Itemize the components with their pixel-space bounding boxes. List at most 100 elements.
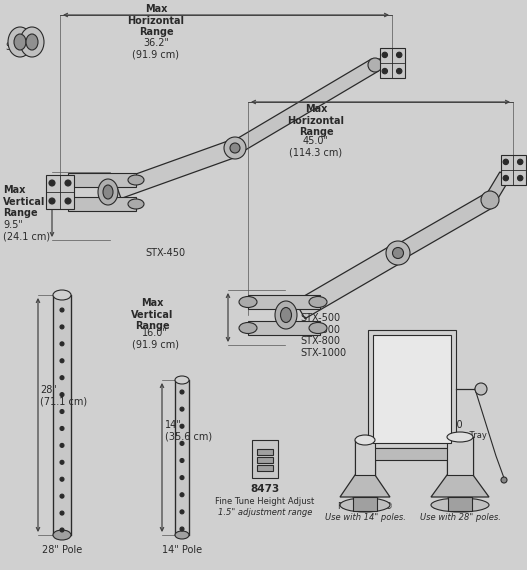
Ellipse shape: [393, 247, 404, 259]
Text: Max
Horizontal
Range: Max Horizontal Range: [128, 4, 184, 37]
Bar: [252, 440, 278, 478]
Polygon shape: [485, 172, 510, 203]
Circle shape: [503, 176, 509, 181]
Ellipse shape: [355, 435, 375, 445]
Circle shape: [180, 492, 184, 496]
Text: 8473: 8473: [250, 484, 280, 494]
Ellipse shape: [53, 530, 71, 540]
Polygon shape: [374, 57, 391, 70]
Ellipse shape: [275, 301, 297, 329]
Circle shape: [180, 390, 184, 394]
Ellipse shape: [309, 323, 327, 333]
Bar: [248, 295, 320, 309]
Ellipse shape: [175, 376, 189, 384]
Polygon shape: [295, 245, 403, 319]
Text: STX-500
STX-600
STX-800
STX-1000: STX-500 STX-600 STX-800 STX-1000: [300, 313, 346, 358]
Ellipse shape: [280, 307, 291, 323]
Text: 8510: 8510: [438, 420, 463, 430]
Text: Laptop Tray: Laptop Tray: [438, 431, 487, 440]
Bar: [46, 175, 74, 209]
Text: FLEXmount®: FLEXmount®: [432, 502, 488, 511]
Circle shape: [501, 477, 507, 483]
Circle shape: [60, 308, 64, 312]
Circle shape: [60, 376, 64, 380]
Circle shape: [475, 383, 487, 395]
Circle shape: [382, 52, 387, 58]
Ellipse shape: [386, 241, 410, 265]
Bar: [53, 295, 71, 535]
Ellipse shape: [239, 296, 257, 307]
Text: Use with 28" poles.: Use with 28" poles.: [419, 513, 501, 522]
Circle shape: [49, 180, 55, 186]
Circle shape: [382, 68, 387, 74]
Bar: [447, 437, 473, 475]
Text: Use with 14" poles.: Use with 14" poles.: [325, 513, 405, 522]
Circle shape: [396, 68, 402, 74]
Ellipse shape: [239, 323, 257, 333]
Text: 36.2"
(91.9 cm): 36.2" (91.9 cm): [132, 38, 180, 60]
Ellipse shape: [128, 175, 144, 185]
Bar: [355, 440, 375, 475]
Bar: [175, 380, 189, 535]
Text: Max
Vertical
Range: Max Vertical Range: [131, 298, 173, 331]
Text: 8512: 8512: [445, 490, 474, 500]
Circle shape: [180, 527, 184, 531]
Ellipse shape: [103, 185, 113, 199]
Text: Max
Vertical
Range: Max Vertical Range: [3, 185, 45, 218]
Polygon shape: [115, 140, 238, 198]
Circle shape: [180, 441, 184, 445]
Circle shape: [60, 528, 64, 532]
Circle shape: [60, 461, 64, 465]
Ellipse shape: [53, 290, 71, 300]
Bar: [68, 173, 136, 187]
Bar: [501, 155, 526, 185]
Circle shape: [49, 198, 55, 204]
Bar: [68, 197, 136, 211]
Ellipse shape: [224, 137, 246, 159]
Circle shape: [518, 176, 523, 181]
Circle shape: [60, 409, 64, 414]
Text: 14" Pole: 14" Pole: [162, 545, 202, 555]
Ellipse shape: [447, 432, 473, 442]
Circle shape: [60, 443, 64, 447]
Text: 9.5"
(24.1 cm): 9.5" (24.1 cm): [3, 220, 50, 242]
Circle shape: [60, 393, 64, 397]
Circle shape: [518, 159, 523, 165]
Polygon shape: [231, 59, 378, 154]
Bar: [257, 465, 273, 471]
Text: 28"
(71.1 cm): 28" (71.1 cm): [40, 385, 87, 406]
Ellipse shape: [340, 498, 390, 512]
Circle shape: [65, 198, 71, 204]
Text: FLEXmount®: FLEXmount®: [337, 502, 393, 511]
Ellipse shape: [368, 58, 382, 72]
Ellipse shape: [8, 27, 32, 57]
Circle shape: [65, 180, 71, 186]
Bar: [448, 497, 472, 511]
Text: 8511: 8511: [350, 490, 379, 500]
Bar: [363, 448, 461, 460]
Circle shape: [60, 325, 64, 329]
Bar: [353, 497, 377, 511]
Circle shape: [180, 424, 184, 428]
Circle shape: [396, 52, 402, 58]
Circle shape: [60, 342, 64, 346]
Circle shape: [180, 510, 184, 514]
Ellipse shape: [431, 498, 489, 512]
Ellipse shape: [26, 34, 38, 50]
Text: 14"
(35.6 cm): 14" (35.6 cm): [165, 420, 212, 442]
Circle shape: [60, 359, 64, 363]
Circle shape: [180, 458, 184, 462]
Text: 16.0"
(91.9 cm): 16.0" (91.9 cm): [132, 328, 179, 349]
Ellipse shape: [20, 27, 44, 57]
Bar: [380, 48, 405, 78]
Bar: [368, 330, 456, 448]
Ellipse shape: [98, 179, 118, 205]
Ellipse shape: [230, 143, 240, 153]
Ellipse shape: [14, 34, 26, 50]
Text: 1.5" adjustment range: 1.5" adjustment range: [218, 508, 312, 517]
Ellipse shape: [481, 191, 499, 209]
Circle shape: [60, 511, 64, 515]
Circle shape: [60, 426, 64, 430]
Bar: [257, 449, 273, 455]
Text: 45.0"
(114.3 cm): 45.0" (114.3 cm): [289, 136, 343, 157]
